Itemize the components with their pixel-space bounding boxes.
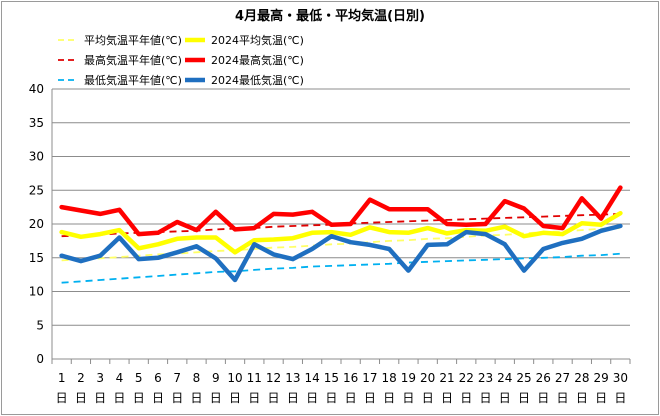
x-tick-suffix: 日	[210, 391, 222, 405]
axes: 05101520253035401日2日3日4日5日6日7日8日9日10日11日…	[29, 82, 631, 405]
y-tick-label: 0	[36, 352, 44, 366]
x-tick-suffix: 日	[383, 391, 395, 405]
x-tick-label: 19	[401, 371, 416, 385]
y-tick-label: 30	[29, 150, 44, 164]
y-tick-label: 35	[29, 116, 44, 130]
y-tick-label: 10	[29, 285, 44, 299]
x-tick-label: 3	[96, 371, 104, 385]
x-tick-suffix: 日	[499, 391, 511, 405]
x-tick-suffix: 日	[306, 391, 318, 405]
x-tick-label: 6	[154, 371, 162, 385]
series-line-4	[59, 185, 623, 237]
x-tick-label: 4	[116, 371, 124, 385]
x-tick-label: 9	[212, 371, 220, 385]
x-tick-suffix: 日	[557, 391, 569, 405]
legend-label: 2024平均気温(℃)	[211, 33, 304, 47]
x-tick-label: 17	[362, 371, 377, 385]
x-tick-suffix: 日	[402, 391, 414, 405]
x-tick-label: 8	[193, 371, 201, 385]
x-tick-suffix: 日	[152, 391, 164, 405]
x-tick-suffix: 日	[479, 391, 491, 405]
x-tick-label: 13	[285, 371, 300, 385]
x-tick-label: 30	[613, 371, 628, 385]
legend-label: 2024最高気温(℃)	[211, 53, 304, 67]
x-tick-suffix: 日	[171, 391, 183, 405]
x-tick-suffix: 日	[364, 391, 376, 405]
x-tick-suffix: 日	[75, 391, 87, 405]
x-tick-suffix: 日	[113, 391, 125, 405]
x-tick-suffix: 日	[460, 391, 472, 405]
x-tick-suffix: 日	[133, 391, 145, 405]
x-tick-suffix: 日	[614, 391, 626, 405]
x-tick-label: 5	[135, 371, 143, 385]
series-line-5	[61, 252, 621, 284]
x-tick-label: 25	[516, 371, 531, 385]
series-line-2	[59, 210, 623, 255]
x-tick-suffix: 日	[268, 391, 280, 405]
x-tick-label: 15	[324, 371, 339, 385]
x-tick-label: 2	[77, 371, 85, 385]
x-tick-label: 27	[555, 371, 570, 385]
y-tick-label: 25	[29, 183, 44, 197]
legend-label: 平均気温平年値(℃)	[84, 33, 182, 47]
x-tick-label: 28	[574, 371, 589, 385]
x-tick-suffix: 日	[287, 391, 299, 405]
x-tick-suffix: 日	[229, 391, 241, 405]
x-tick-suffix: 日	[518, 391, 530, 405]
legend-label: 最高気温平年値(℃)	[84, 53, 182, 67]
x-tick-label: 21	[439, 371, 454, 385]
x-tick-suffix: 日	[325, 391, 337, 405]
x-tick-label: 1	[58, 371, 66, 385]
x-tick-suffix: 日	[422, 391, 434, 405]
x-tick-suffix: 日	[56, 391, 68, 405]
x-tick-label: 29	[593, 371, 608, 385]
x-tick-label: 12	[266, 371, 281, 385]
series-line-6	[59, 223, 623, 283]
x-tick-suffix: 日	[190, 391, 202, 405]
x-tick-label: 7	[173, 371, 181, 385]
legend-label: 最低気温平年値(℃)	[84, 73, 182, 87]
x-tick-suffix: 日	[576, 391, 588, 405]
series-line-1	[61, 227, 621, 262]
x-tick-label: 20	[420, 371, 435, 385]
x-tick-suffix: 日	[248, 391, 260, 405]
x-tick-label: 11	[247, 371, 262, 385]
x-tick-suffix: 日	[595, 391, 607, 405]
legend-label: 2024最低気温(℃)	[211, 73, 304, 87]
chart-title: 4月最高・最低・平均気温(日別)	[235, 8, 425, 24]
x-tick-label: 22	[459, 371, 474, 385]
y-tick-label: 40	[29, 82, 44, 96]
x-tick-label: 14	[304, 371, 319, 385]
x-tick-label: 23	[478, 371, 493, 385]
gridlines	[52, 88, 630, 326]
y-tick-label: 5	[36, 318, 44, 332]
x-tick-label: 26	[536, 371, 551, 385]
y-tick-label: 20	[29, 217, 44, 231]
x-tick-label: 24	[497, 371, 512, 385]
x-tick-label: 18	[382, 371, 397, 385]
legend: 平均気温平年値(℃) 2024平均気温(℃) 最高気温平年値(℃) 2024最高気温(…	[58, 33, 304, 87]
x-tick-label: 16	[343, 371, 358, 385]
x-tick-suffix: 日	[441, 391, 453, 405]
series-lines	[59, 185, 623, 284]
x-tick-suffix: 日	[537, 391, 549, 405]
x-tick-label: 10	[227, 371, 242, 385]
x-tick-suffix: 日	[345, 391, 357, 405]
x-tick-suffix: 日	[94, 391, 106, 405]
y-tick-label: 15	[29, 251, 44, 265]
